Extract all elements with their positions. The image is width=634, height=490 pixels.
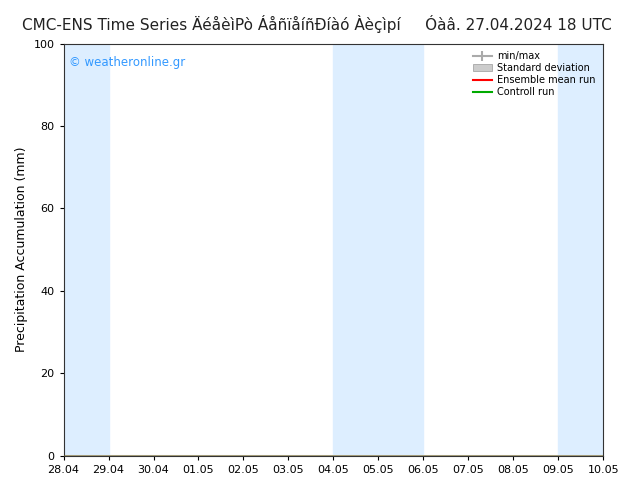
Text: © weatheronline.gr: © weatheronline.gr (69, 56, 185, 69)
Bar (63, 44, 108, 456)
Bar (558, 44, 634, 456)
Bar (333, 44, 424, 456)
Y-axis label: Precipitation Accumulation (mm): Precipitation Accumulation (mm) (15, 147, 28, 352)
Text: CMC-ENS Time Series ÄéåèìPò ÁåñïåíñÐíàó Àèçìpí     Óàâ. 27.04.2024 18 UTC: CMC-ENS Time Series ÄéåèìPò ÁåñïåíñÐíàó … (22, 15, 612, 33)
Legend: min/max, Standard deviation, Ensemble mean run, Controll run: min/max, Standard deviation, Ensemble me… (470, 49, 598, 100)
